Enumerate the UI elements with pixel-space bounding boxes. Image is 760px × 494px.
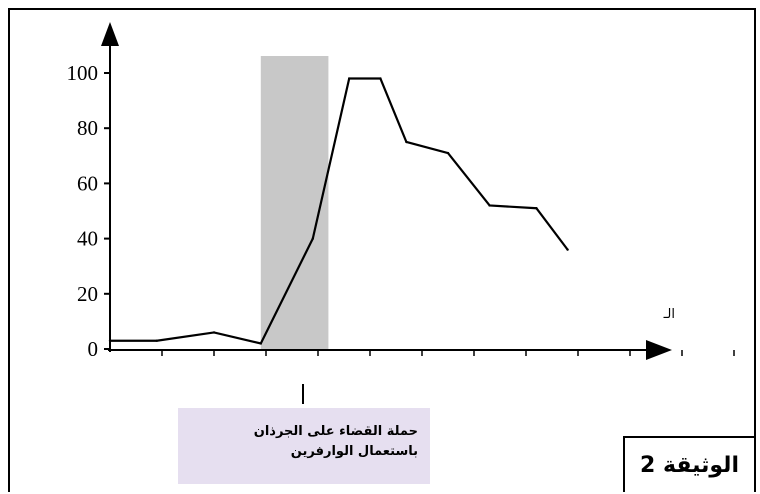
- series-line: [110, 77, 569, 345]
- y-tick-label: 40: [77, 227, 98, 251]
- series-point: [446, 151, 450, 155]
- series-point: [488, 204, 491, 207]
- series-point: [212, 331, 216, 334]
- y-tick-label: 100: [67, 61, 99, 85]
- series-point: [155, 339, 158, 342]
- x-ticks: [161, 350, 735, 356]
- highlight-band: [260, 56, 329, 349]
- y-tick-label: 80: [77, 116, 98, 140]
- y-tick-label: 60: [77, 171, 98, 195]
- document-label: الوثيقة 2: [623, 436, 756, 492]
- annotation-line-1: حملة القضاء على الجرذان: [253, 424, 418, 439]
- figure-frame: [8, 8, 756, 492]
- series-point: [259, 342, 262, 345]
- series-point: [566, 248, 569, 251]
- series-point: [379, 77, 382, 80]
- y-tick-label: 0: [88, 337, 99, 361]
- series-point: [108, 339, 112, 342]
- y-axis-arrow: [101, 22, 119, 46]
- series-point: [311, 237, 314, 240]
- annotation-line-2: باستعمال الوارفرين: [290, 444, 418, 459]
- x-axis-label: الـ: [663, 307, 675, 322]
- y-tick-label: 20: [77, 282, 98, 306]
- series-point: [405, 140, 408, 144]
- series-point: [348, 77, 351, 80]
- y-ticks: 0 20 40 60 80 100: [67, 61, 110, 361]
- series-points: [108, 77, 569, 345]
- annotation-box: حملة القضاء على الجرذان باستعمال الوارفر…: [178, 408, 430, 484]
- series-point: [535, 207, 538, 210]
- x-axis-arrow: [646, 340, 672, 360]
